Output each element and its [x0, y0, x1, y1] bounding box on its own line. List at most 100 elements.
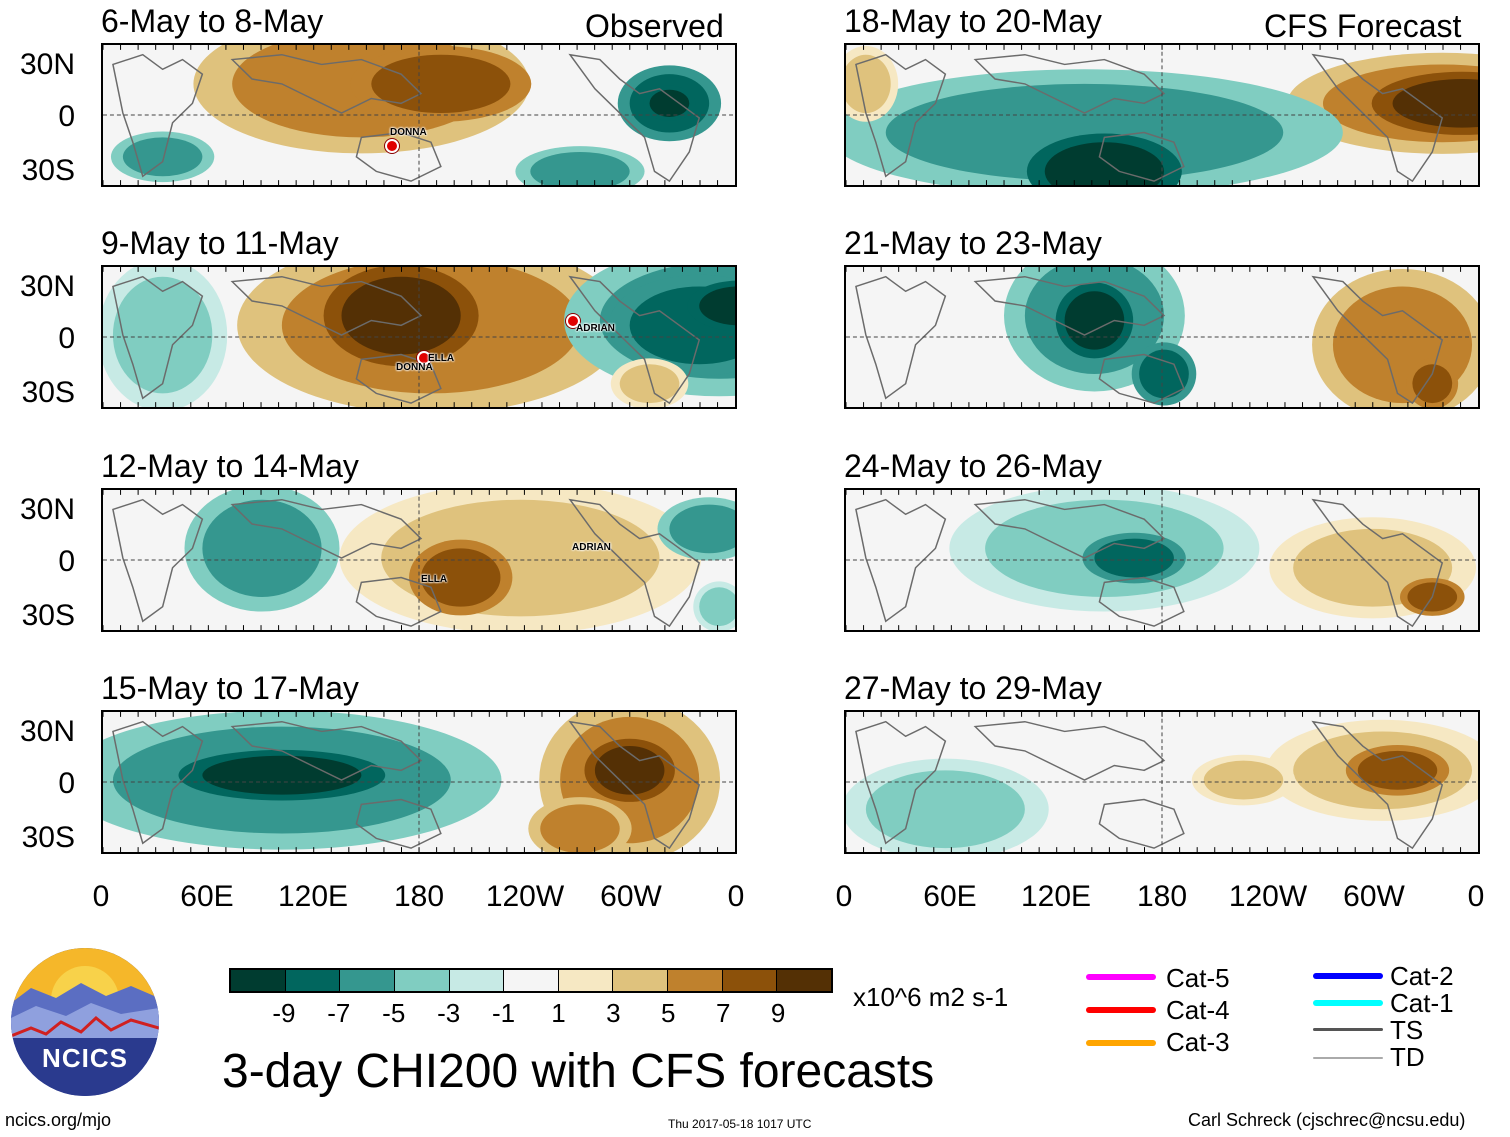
legend-label-td: TD [1390, 1042, 1425, 1072]
lat-label: 30N [19, 48, 75, 81]
map-svg [103, 712, 735, 852]
map-panel-forecast-4 [844, 710, 1480, 854]
anomaly-contour [1139, 349, 1189, 399]
coastline [855, 53, 1444, 183]
legend-line-ts [1313, 1028, 1383, 1031]
panel-title-r1: 18-May to 20-May [844, 3, 1102, 39]
legend-line-cat4 [1086, 1007, 1156, 1013]
anomaly-contour [1392, 79, 1478, 128]
colorbar-units: x10^6 m2 s-1 [853, 982, 1009, 1012]
legend-label-cat1: Cat-1 [1390, 988, 1454, 1018]
anomaly-contour [699, 286, 735, 326]
lon-label: 120E [277, 880, 349, 913]
map-panel-forecast-1 [844, 43, 1480, 187]
panel-title-r4: 27-May to 29-May [844, 670, 1102, 706]
lat-label: 30N [19, 493, 75, 526]
anomaly-contour [112, 276, 213, 394]
colorbar-tick-label: -7 [327, 998, 351, 1028]
colorbar-swatch [613, 970, 669, 991]
colorbar-swatch [285, 970, 341, 991]
legend-line-cat3 [1086, 1040, 1156, 1046]
lon-label: 60W [1343, 880, 1405, 913]
map-panel-forecast-3 [844, 488, 1480, 632]
colorbar [229, 968, 833, 993]
coastline [112, 53, 701, 183]
lon-label: 60W [600, 880, 662, 913]
panel-title-l4: 15-May to 17-May [101, 670, 359, 706]
map-svg [846, 267, 1478, 407]
lon-label: 0 [727, 880, 745, 913]
anomaly-contour [619, 364, 680, 404]
map-svg [103, 45, 735, 185]
storm-label-ella: ELLA [428, 353, 455, 364]
lon-label: 120W [485, 880, 565, 913]
anomaly-contour [699, 587, 735, 627]
colorbar-tick-label: -9 [272, 998, 296, 1028]
footer-author: Carl Schreck (cjschrec@ncsu.edu) [1188, 1110, 1466, 1130]
map-svg [846, 490, 1478, 630]
legend-line-cat2 [1313, 973, 1383, 979]
storm-label-adrian: ADRIAN [576, 323, 615, 334]
map-panel-observed-2 [101, 265, 737, 409]
lat-label: 30S [21, 821, 75, 854]
anomaly-contour [885, 83, 1284, 182]
colorbar-swatch [558, 970, 614, 991]
colorbar-swatch [777, 970, 832, 991]
colorbar-swatch [231, 970, 286, 991]
map-svg [846, 45, 1478, 185]
storm-label-donna: DONNA [390, 127, 427, 138]
panel-title-l2: 9-May to 11-May [101, 225, 339, 261]
anomaly-contour [341, 276, 461, 355]
figure-title: 3-day CHI200 with CFS forecasts [222, 1045, 935, 1098]
colorbar-tick-label: -5 [382, 998, 406, 1028]
lon-label: 120W [1228, 880, 1308, 913]
lat-label: 30S [21, 376, 75, 409]
panel-title-l1: 6-May to 8-May [101, 3, 324, 39]
legend-line-td [1313, 1057, 1383, 1059]
anomaly-contour [1094, 538, 1174, 578]
lat-label: 30N [19, 270, 75, 303]
colorbar-tick-label: 9 [770, 998, 786, 1028]
storm-label-ella: ELLA [421, 574, 448, 585]
footer-timestamp: Thu 2017-05-18 1017 UTC [668, 1117, 812, 1131]
map-panel-observed-4 [101, 710, 737, 854]
lon-label: 0 [1467, 880, 1485, 913]
lat-label: 30N [19, 715, 75, 748]
lon-label: 0 [92, 880, 110, 913]
anomaly-contour [1044, 142, 1164, 185]
lat-label: 0 [58, 545, 75, 578]
lon-label: 60E [180, 880, 234, 913]
legend-line-cat5 [1086, 974, 1156, 980]
lon-label: 180 [393, 880, 445, 913]
coastline [855, 720, 1444, 850]
anomaly-contour [1064, 291, 1125, 350]
colorbar-swatch [504, 970, 559, 991]
panel-title-l3: 12-May to 14-May [101, 448, 359, 484]
map-panel-observed-1 [101, 43, 737, 187]
anomaly-contour [649, 89, 690, 117]
colorbar-tick-label: 7 [715, 998, 731, 1028]
anomaly-contour [1412, 364, 1453, 404]
anomaly-contour [1357, 750, 1438, 790]
anomaly-contour [530, 151, 630, 185]
observed-label: Observed [585, 8, 724, 44]
anomaly-contour [122, 137, 203, 177]
lat-label: 30S [21, 599, 75, 632]
anomaly-contour [669, 504, 735, 554]
colorbar-tick-label: 1 [551, 998, 566, 1028]
colorbar-swatch [340, 970, 395, 991]
anomaly-contour [202, 499, 322, 597]
colorbar-swatch [449, 970, 505, 991]
anomaly-contour [371, 54, 511, 114]
legend-line-cat1 [1313, 1000, 1383, 1006]
lat-label: 0 [58, 767, 75, 800]
legend-label-cat5: Cat-5 [1166, 963, 1230, 993]
legend-label-cat3: Cat-3 [1166, 1027, 1230, 1057]
lat-label: 0 [58, 322, 75, 355]
storm-label-donna: DONNA [396, 362, 433, 373]
ncics-logo: NCICS [11, 948, 159, 1096]
lon-label: 60E [923, 880, 977, 913]
legend-label-cat2: Cat-2 [1390, 961, 1454, 991]
lat-label: 30S [21, 154, 75, 187]
lat-label: 0 [58, 100, 75, 133]
